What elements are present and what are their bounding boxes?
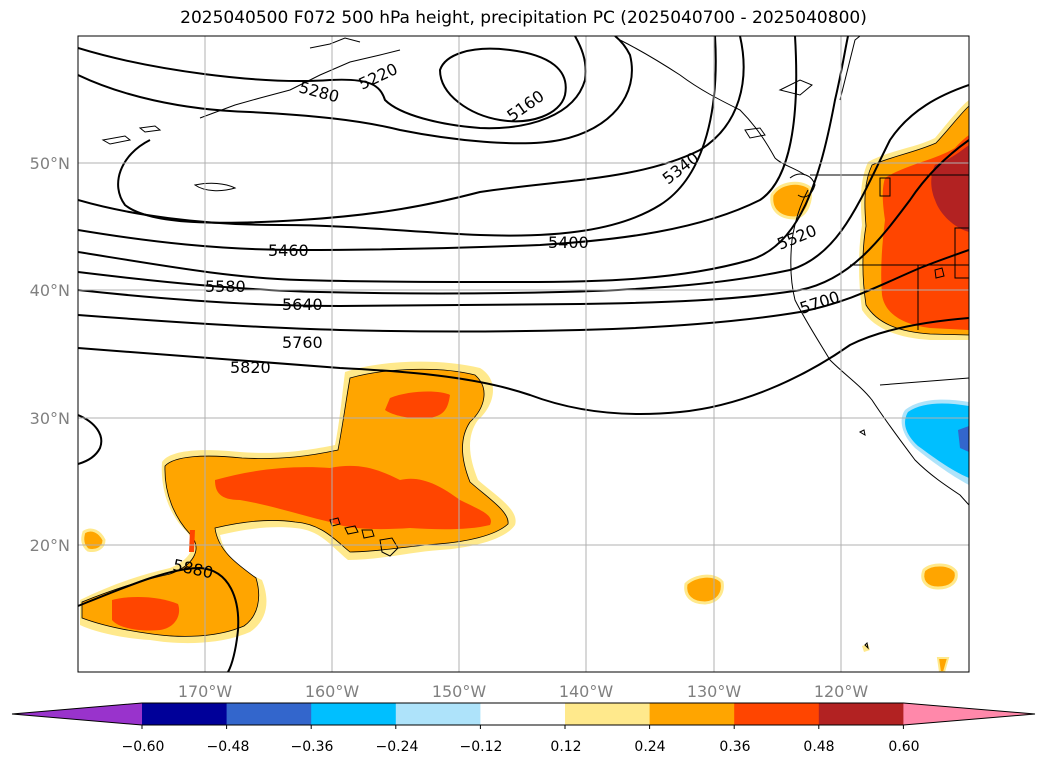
colorbar bbox=[11, 702, 1036, 729]
colorbar-tick-labels: −0.60 −0.48 −0.36 −0.24 −0.12 0.12 0.24 … bbox=[122, 739, 920, 755]
plot-frame bbox=[77, 35, 970, 673]
colorbar-label-neg024: −0.24 bbox=[376, 739, 419, 755]
colorbar-label-neg036: −0.36 bbox=[291, 739, 334, 755]
lon-label-120w: 120°W bbox=[814, 682, 869, 701]
lon-label-140w: 140°W bbox=[559, 682, 614, 701]
lon-label-170w: 170°W bbox=[178, 682, 233, 701]
contour-label-5760: 5760 bbox=[282, 333, 323, 352]
map-title: 2025040500 F072 500 hPa height, precipit… bbox=[180, 8, 867, 28]
colorbar-segment bbox=[226, 703, 312, 725]
lat-label-50n: 50°N bbox=[30, 154, 70, 173]
lon-labels: 170°W 160°W 150°W 140°W 130°W 120°W bbox=[178, 682, 869, 701]
colorbar-label-060: 0.60 bbox=[888, 739, 919, 755]
lat-label-40n: 40°N bbox=[30, 281, 70, 300]
colorbar-segment bbox=[565, 703, 651, 725]
precip-small-cells bbox=[684, 563, 958, 672]
lon-label-160w: 160°W bbox=[305, 682, 360, 701]
lat-labels: 50°N 40°N 30°N 20°N bbox=[30, 154, 70, 555]
colorbar-segment bbox=[395, 703, 481, 725]
contour-label-5460: 5460 bbox=[268, 241, 309, 260]
contour-label-5820: 5820 bbox=[230, 358, 271, 377]
colorbar-label-neg012: −0.12 bbox=[460, 739, 503, 755]
precip-pacific-northwest bbox=[770, 100, 969, 340]
colorbar-label-048: 0.48 bbox=[803, 739, 834, 755]
lon-label-150w: 150°W bbox=[432, 682, 487, 701]
colorbar-segment bbox=[649, 703, 735, 725]
contour-label-5580: 5580 bbox=[205, 277, 246, 296]
contour-label-5640: 5640 bbox=[282, 295, 323, 314]
colorbar-label-neg060: −0.60 bbox=[122, 739, 165, 755]
colorbar-segment bbox=[734, 703, 820, 725]
colorbar-segment bbox=[480, 703, 566, 725]
colorbar-label-012: 0.12 bbox=[550, 739, 581, 755]
lat-label-20n: 20°N bbox=[30, 536, 70, 555]
colorbar-label-024: 0.24 bbox=[634, 739, 665, 755]
colorbar-segment bbox=[142, 703, 228, 725]
colorbar-segment bbox=[818, 703, 904, 725]
colorbar-segment bbox=[311, 703, 397, 725]
lon-label-130w: 130°W bbox=[687, 682, 742, 701]
colorbar-extend-high bbox=[903, 703, 1035, 725]
colorbar-extend-low bbox=[12, 703, 142, 725]
colorbar-label-036: 0.36 bbox=[719, 739, 750, 755]
contour-label-5400: 5400 bbox=[548, 233, 589, 252]
colorbar-label-neg048: −0.48 bbox=[207, 739, 250, 755]
graticule bbox=[78, 36, 969, 672]
precip-southwest-negative bbox=[901, 399, 969, 485]
lat-label-30n: 30°N bbox=[30, 409, 70, 428]
